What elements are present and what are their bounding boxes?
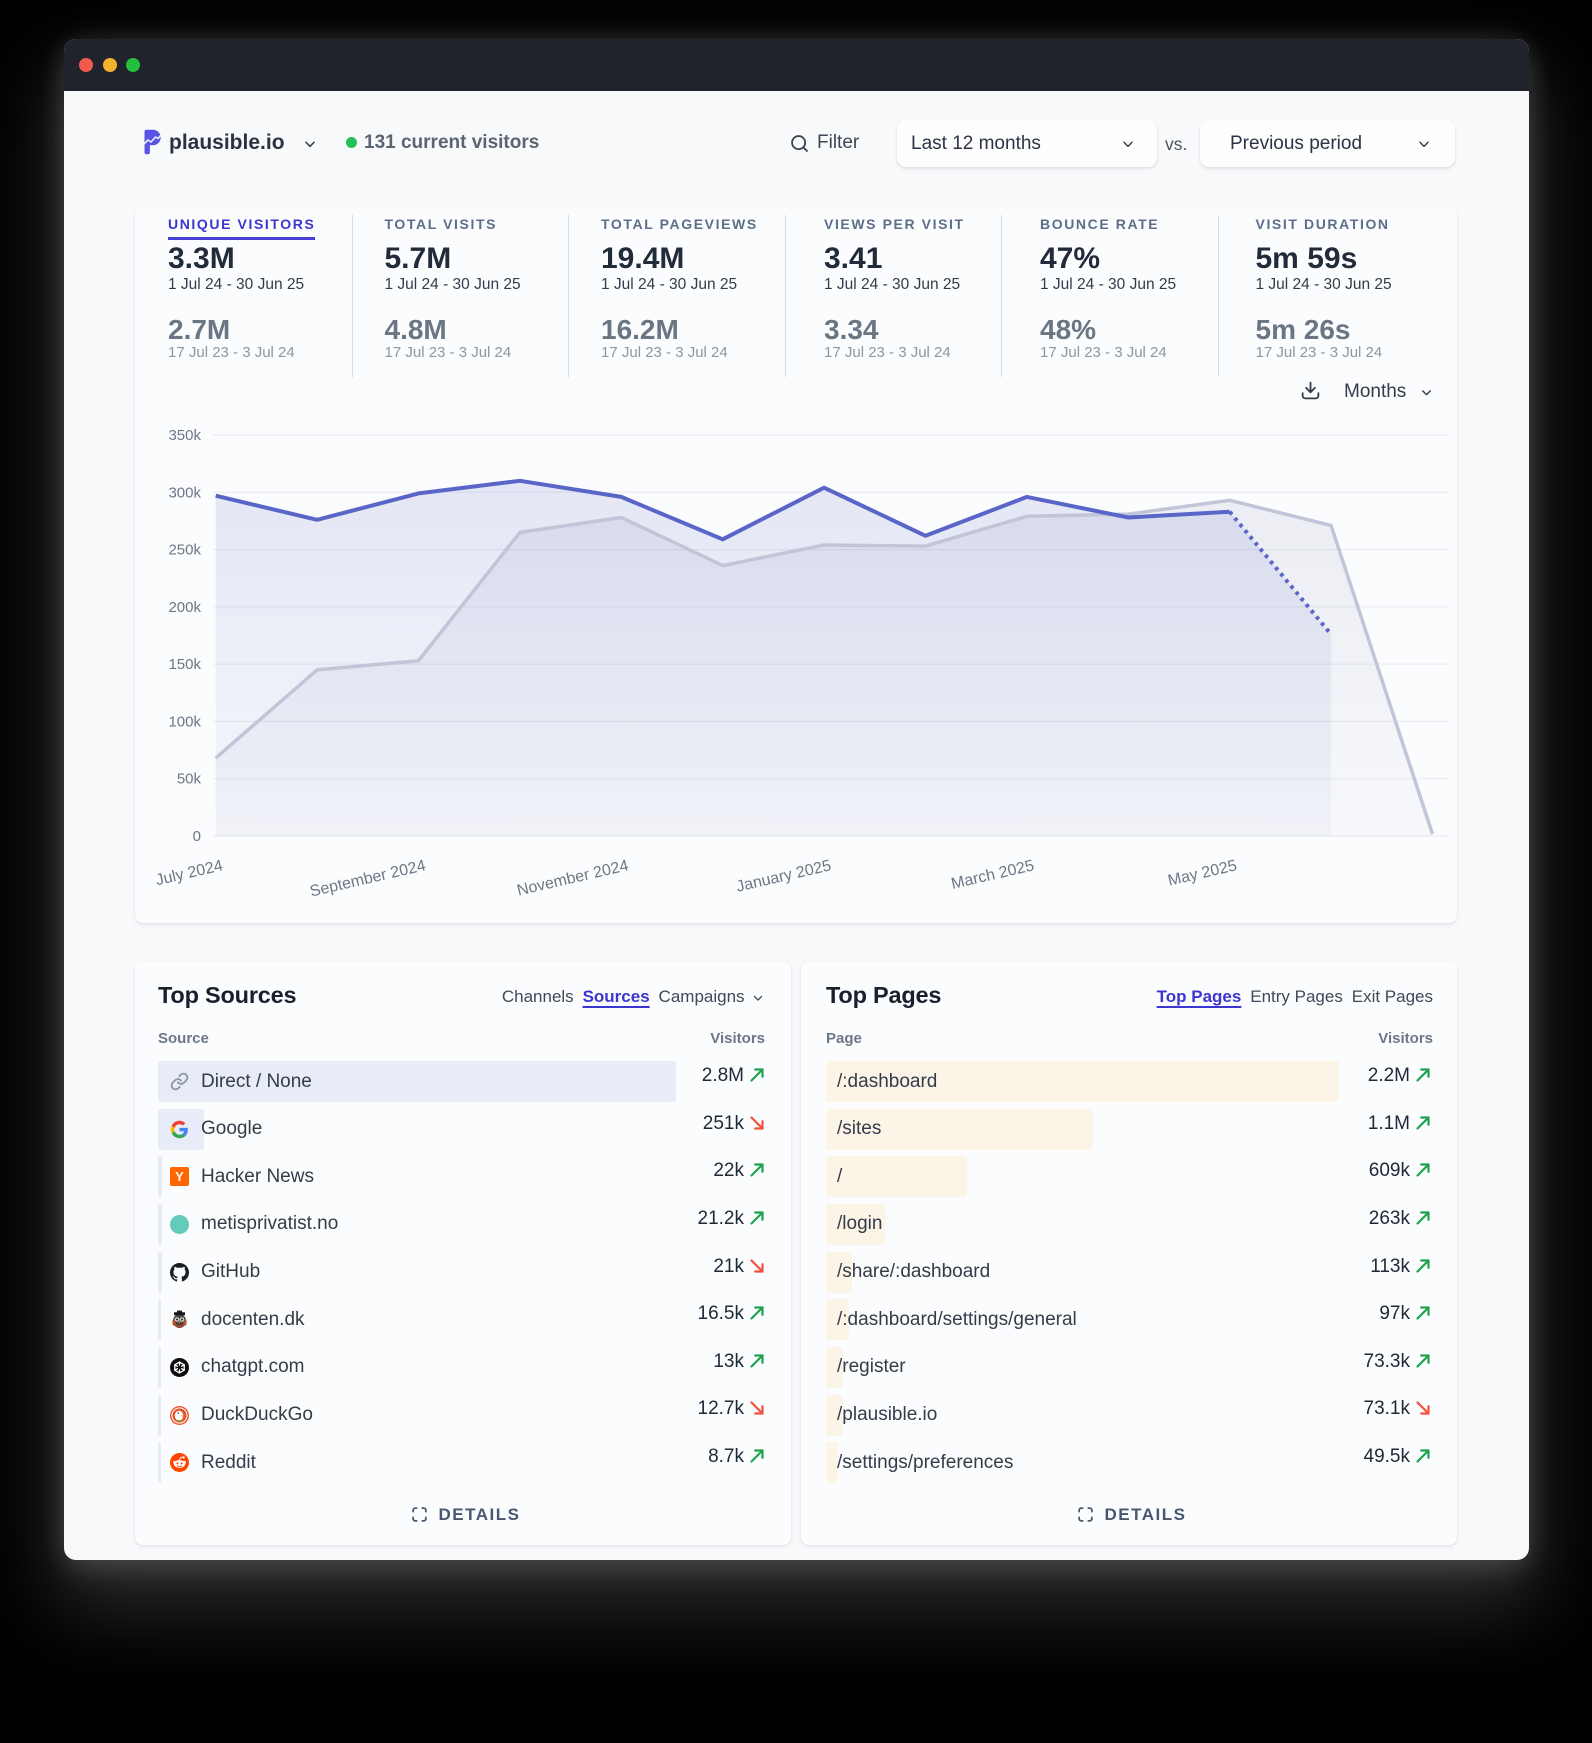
- svg-text:May 2025: May 2025: [1166, 857, 1238, 889]
- svg-text:July 2024: July 2024: [154, 857, 225, 889]
- svg-text:0: 0: [193, 828, 201, 845]
- svg-text:September 2024: September 2024: [308, 857, 427, 900]
- svg-text:150k: 150k: [168, 656, 201, 673]
- svg-text:100k: 100k: [168, 713, 201, 730]
- svg-text:300k: 300k: [168, 484, 201, 501]
- svg-text:250k: 250k: [168, 542, 201, 559]
- svg-text:350k: 350k: [168, 427, 201, 444]
- svg-text:200k: 200k: [168, 599, 201, 616]
- svg-text:Y: Y: [175, 1169, 184, 1184]
- svg-text:March 2025: March 2025: [950, 857, 1036, 893]
- svg-text:November 2024: November 2024: [515, 857, 630, 899]
- svg-text:50k: 50k: [177, 771, 202, 788]
- svg-text:January 2025: January 2025: [735, 857, 833, 895]
